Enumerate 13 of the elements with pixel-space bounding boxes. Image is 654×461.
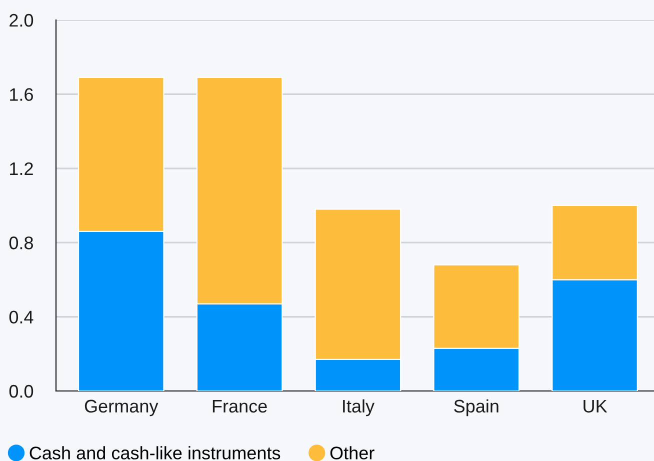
y-tick-label: 2.0: [10, 14, 34, 27]
x-tick-label: Germany: [84, 400, 158, 416]
legend-label: Other: [330, 446, 374, 460]
legend-label: Cash and cash-like instruments: [30, 446, 280, 460]
y-tick-label: 1.2: [10, 162, 33, 175]
y-tick-label: 1.6: [10, 88, 33, 101]
y-tick-label: 0.8: [9, 236, 33, 250]
x-tick-label: Italy: [343, 399, 374, 416]
x-tick-label: Spain: [454, 399, 498, 416]
y-tick-label: 0.4: [9, 310, 34, 324]
y-tick-label: 0.0: [9, 384, 34, 398]
x-tick-label: UK: [584, 400, 608, 413]
x-tick-label: France: [212, 400, 267, 413]
